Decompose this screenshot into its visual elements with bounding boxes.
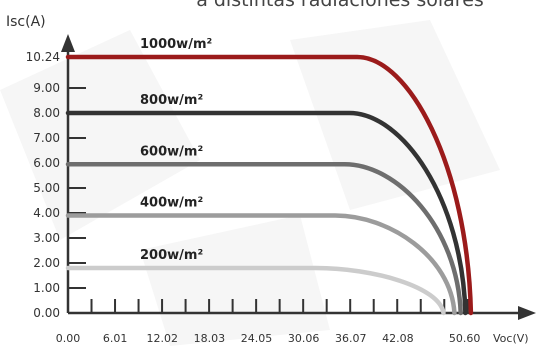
series-label-3: 400w/m² [140, 196, 203, 211]
x-tick-label-3: 18.03 [194, 332, 226, 345]
y-tick-label-5: 5.00 [33, 181, 60, 195]
y-tick-label-8: 8.00 [33, 106, 60, 120]
series-label-1: 800w/m² [140, 93, 203, 108]
series-label-4: 200w/m² [140, 248, 203, 263]
y-tick-label-4: 4.00 [33, 206, 60, 220]
series-label-0: 1000w/m² [140, 37, 212, 52]
y-tick-label-0: 0.00 [33, 306, 60, 320]
y-ticks: 0.00 1.00 2.00 3.00 4.00 5.00 6.00 7.00 8.00 9.00… [26, 50, 86, 320]
y-tick-label-7: 7.00 [33, 131, 60, 145]
y-axis-arrow [61, 34, 75, 52]
y-axis-label: Isc(A) [6, 14, 46, 30]
y-tick-label-2: 2.00 [33, 256, 60, 270]
series-lines [65, 54, 474, 316]
x-tick-label-7: 42.08 [382, 332, 414, 345]
y-tick-label-1: 1.00 [33, 281, 60, 295]
y-tick-label-6: 6.00 [33, 156, 60, 170]
x-tick-label-8: 50.60 [449, 332, 481, 345]
x-axis-label: Voc(V) [493, 332, 529, 345]
series-line-1 [65, 110, 468, 316]
x-tick-label-2: 12.02 [146, 332, 178, 345]
y-tick-label-9: 9.00 [33, 81, 60, 95]
x-tick-label-5: 30.06 [288, 332, 320, 345]
x-tick-label-4: 24.05 [241, 332, 273, 345]
series-labels: 1000w/m² 800w/m² 600w/m² 400w/m² 200w/m² [140, 37, 212, 263]
series-line-0 [65, 54, 474, 316]
x-tick-labels: 0.00 6.01 12.02 18.03 24.05 30.06 36.07 42.08 50… [56, 332, 481, 345]
series-line-3 [65, 213, 457, 316]
x-tick-label-6: 36.07 [335, 332, 367, 345]
background-decoration [0, 20, 500, 346]
series-line-4 [65, 265, 446, 316]
series-label-2: 600w/m² [140, 144, 203, 159]
x-tick-label-0: 0.00 [56, 332, 81, 345]
y-tick-label-3: 3.00 [33, 231, 60, 245]
y-tick-label-10: 10.24 [26, 50, 60, 64]
x-minor-ticks [90, 299, 469, 313]
x-tick-label-1: 6.01 [103, 332, 128, 345]
series-line-2 [65, 162, 463, 316]
x-axis-arrow [518, 306, 536, 320]
chart-title: a distintas radiaciones solares [196, 0, 484, 11]
